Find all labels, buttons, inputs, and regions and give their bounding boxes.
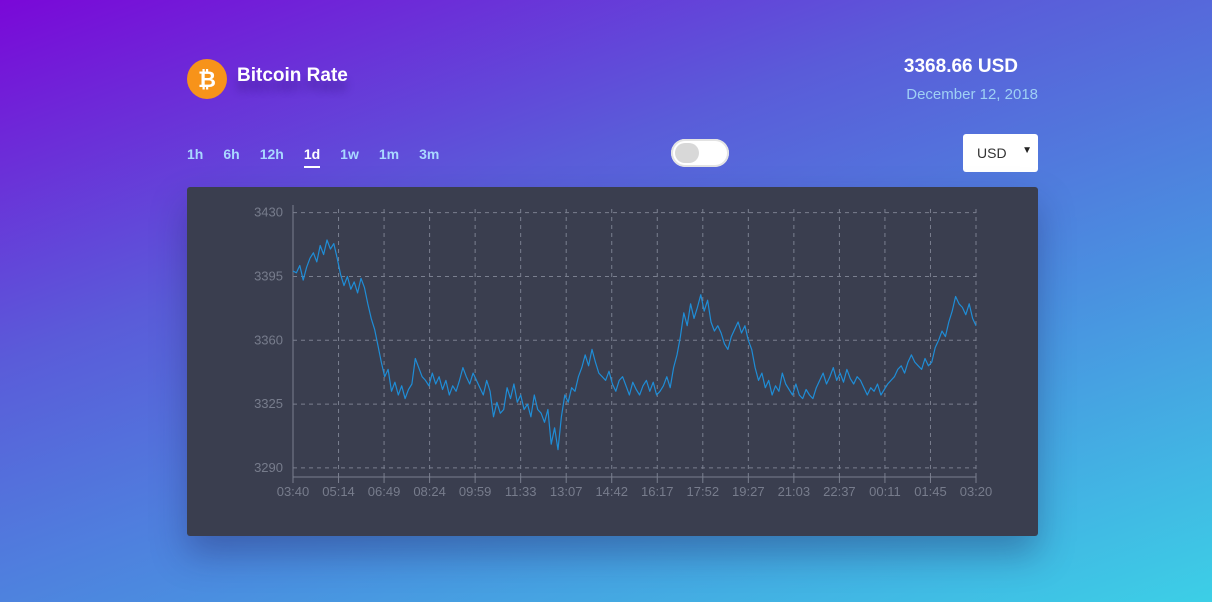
theme-toggle[interactable] bbox=[671, 139, 729, 167]
bitcoin-icon: ₿ bbox=[187, 59, 227, 99]
x-tick-label: 14:42 bbox=[595, 484, 628, 499]
price-date: December 12, 2018 bbox=[906, 86, 1038, 103]
x-tick-label: 08:24 bbox=[413, 484, 446, 499]
x-tick-label: 13:07 bbox=[550, 484, 583, 499]
price-chart: 3290 3325 3360 3395 3430 03:40 05:14 06:49 08:24… bbox=[254, 205, 993, 499]
range-tab-6h[interactable]: 6h bbox=[223, 146, 240, 162]
x-tick-label: 01:45 bbox=[914, 484, 947, 499]
x-tick-label: 22:37 bbox=[823, 484, 856, 499]
x-tick-label: 11:33 bbox=[505, 484, 537, 499]
x-tick-label: 17:52 bbox=[687, 484, 720, 499]
range-tab-1d[interactable]: 1d bbox=[303, 146, 321, 168]
svg-text:₿: ₿ bbox=[198, 67, 216, 92]
x-tick-label: 03:40 bbox=[277, 484, 310, 499]
y-tick-label: 3325 bbox=[254, 396, 283, 411]
currency-select[interactable]: USD ▼ bbox=[963, 134, 1038, 172]
range-tab-1w[interactable]: 1w bbox=[340, 146, 359, 162]
y-tick-label: 3430 bbox=[254, 205, 283, 220]
x-tick-label: 16:17 bbox=[641, 484, 674, 499]
range-tab-1h[interactable]: 1h bbox=[187, 146, 204, 162]
toggle-knob bbox=[675, 143, 699, 163]
price-series-line bbox=[292, 239, 977, 451]
chevron-down-icon: ▼ bbox=[1022, 145, 1032, 156]
currency-selected-value: USD bbox=[977, 145, 1007, 161]
y-tick-label: 3290 bbox=[254, 460, 283, 475]
x-tick-label: 19:27 bbox=[732, 484, 765, 499]
x-tick-label: 06:49 bbox=[368, 484, 401, 499]
y-tick-label: 3360 bbox=[254, 332, 283, 347]
app-title: Bitcoin Rate bbox=[237, 65, 348, 86]
x-tick-label: 05:14 bbox=[322, 484, 355, 499]
x-tick-label: 09:59 bbox=[459, 484, 492, 499]
range-tab-12h[interactable]: 12h bbox=[259, 146, 284, 162]
range-tab-3m[interactable]: 3m bbox=[419, 146, 440, 162]
x-tick-label: 00:11 bbox=[869, 484, 901, 499]
range-tab-1m[interactable]: 1m bbox=[378, 146, 400, 162]
time-range-tabs: 1h 6h 12h 1d 1w 1m 3m bbox=[187, 146, 459, 168]
x-tick-label: 03:20 bbox=[960, 484, 993, 499]
chart-card: 3290 3325 3360 3395 3430 03:40 05:14 06:49 08:24… bbox=[187, 187, 1038, 536]
y-tick-label: 3395 bbox=[254, 268, 283, 283]
x-tick-label: 21:03 bbox=[778, 484, 811, 499]
current-price: 3368.66 USD bbox=[903, 56, 1018, 77]
header: ₿ Bitcoin Rate 3368.66 USD December 12, … bbox=[187, 56, 1038, 119]
